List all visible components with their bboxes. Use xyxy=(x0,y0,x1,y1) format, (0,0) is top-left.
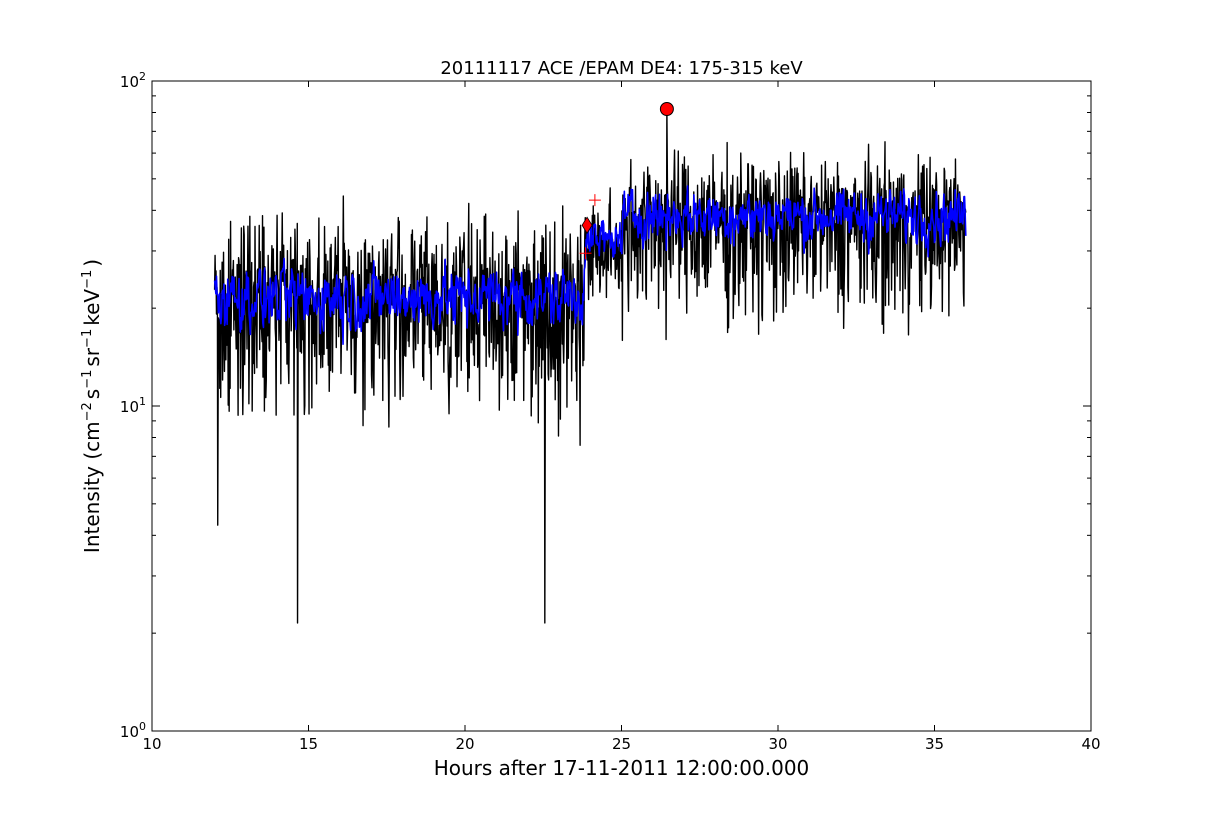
x-tick-label: 15 xyxy=(299,735,318,753)
x-axis-label: Hours after 17-11-2011 12:00:00.000 xyxy=(434,756,810,780)
x-tick-label: 35 xyxy=(925,735,944,753)
y-tick-label: 102 xyxy=(120,70,146,91)
series-layer xyxy=(213,108,967,624)
x-tick-label: 40 xyxy=(1081,735,1100,753)
y-axis-label: Intensity (cm−2s−1sr−1keV−1) xyxy=(80,259,104,553)
chart-title: 20111117 ACE /EPAM DE4: 175-315 keV xyxy=(440,58,803,79)
y-tick-label: 100 xyxy=(120,720,146,741)
x-tick-label: 20 xyxy=(455,735,474,753)
plus-marker-3 xyxy=(579,247,592,260)
x-tick-label: 30 xyxy=(768,735,787,753)
y-ticks: 100 101 102 xyxy=(120,70,1091,741)
x-ticks: 10 15 20 25 30 35 40 xyxy=(142,81,1101,753)
x-tick-label: 25 xyxy=(612,735,631,753)
series-line-2 xyxy=(213,185,967,345)
marker-layer xyxy=(579,102,674,260)
x-tick-label: 10 xyxy=(142,735,161,753)
y-tick-label: 101 xyxy=(120,395,146,416)
plus-marker-2 xyxy=(588,194,601,207)
plot-background xyxy=(152,81,1091,731)
peak-marker xyxy=(659,102,674,117)
onset-marker xyxy=(581,216,593,234)
